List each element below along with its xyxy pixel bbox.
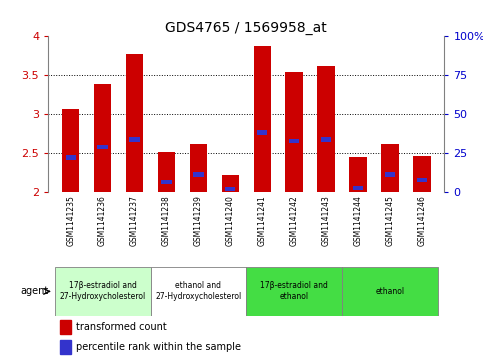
Bar [157,152,175,192]
Bar [353,185,363,190]
Bar [285,72,303,192]
Bar [349,158,367,192]
Text: ethanol: ethanol [375,287,405,296]
Text: GSM1141237: GSM1141237 [130,195,139,246]
Bar [417,178,427,182]
Text: GSM1141243: GSM1141243 [322,195,331,246]
Bar [60,340,71,354]
Bar [257,130,268,135]
Bar [225,187,236,191]
Bar [55,267,151,316]
Bar [385,172,395,177]
Bar [254,46,271,192]
Text: transformed count: transformed count [76,322,167,332]
Bar [222,175,239,192]
Text: GSM1141244: GSM1141244 [354,195,363,246]
Text: GSM1141239: GSM1141239 [194,195,203,246]
Bar [66,155,76,160]
Text: GSM1141241: GSM1141241 [258,195,267,246]
Bar [317,66,335,192]
Bar [413,156,431,192]
Bar [151,267,246,316]
Text: GSM1141246: GSM1141246 [417,195,426,246]
Bar [381,144,399,192]
Bar [94,85,112,192]
Bar [129,138,140,142]
Title: GDS4765 / 1569958_at: GDS4765 / 1569958_at [166,21,327,35]
Text: GSM1141235: GSM1141235 [66,195,75,246]
Bar [60,320,71,334]
Bar [246,267,342,316]
Bar [321,138,331,142]
Text: GSM1141242: GSM1141242 [290,195,299,246]
Bar [342,267,438,316]
Bar [161,180,171,184]
Text: GSM1141238: GSM1141238 [162,195,171,246]
Text: 17β-estradiol and
27-Hydroxycholesterol: 17β-estradiol and 27-Hydroxycholesterol [59,281,146,301]
Bar [126,54,143,192]
Text: percentile rank within the sample: percentile rank within the sample [76,342,241,352]
Text: 17β-estradiol and
ethanol: 17β-estradiol and ethanol [260,281,328,301]
Bar [98,145,108,150]
Bar [62,109,79,192]
Bar [289,139,299,143]
Text: GSM1141236: GSM1141236 [98,195,107,246]
Text: GSM1141245: GSM1141245 [385,195,395,246]
Text: ethanol and
27-Hydroxycholesterol: ethanol and 27-Hydroxycholesterol [156,281,242,301]
Bar [190,144,207,192]
Text: agent: agent [20,286,49,297]
Text: GSM1141240: GSM1141240 [226,195,235,246]
Bar [193,172,203,177]
